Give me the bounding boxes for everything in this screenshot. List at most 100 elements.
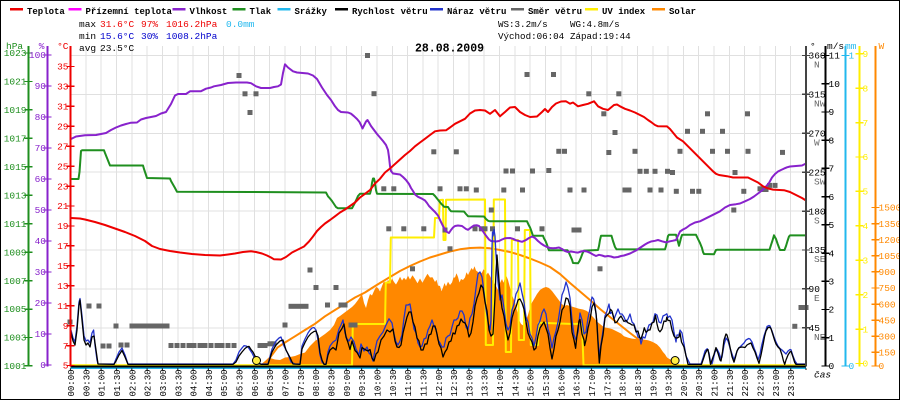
svg-text:9: 9 <box>829 107 835 118</box>
svg-text:00:00: 00:00 <box>67 369 77 396</box>
svg-text:11: 11 <box>829 51 841 62</box>
svg-text:11:00: 11:00 <box>404 369 414 396</box>
svg-text:1200: 1200 <box>879 235 900 246</box>
svg-text:07:00: 07:00 <box>282 369 292 396</box>
svg-text:20: 20 <box>35 298 47 309</box>
svg-text:SW: SW <box>814 176 826 187</box>
svg-text:22:00: 22:00 <box>741 369 751 396</box>
svg-text:19:30: 19:30 <box>665 369 675 396</box>
svg-text:UV index: UV index <box>602 7 646 17</box>
svg-text:1017: 1017 <box>4 134 27 145</box>
svg-text:03:30: 03:30 <box>174 369 184 396</box>
svg-text:30: 30 <box>35 267 47 278</box>
svg-text:19:00: 19:00 <box>649 369 659 396</box>
svg-text:9: 9 <box>63 321 69 332</box>
svg-text:27: 27 <box>57 141 68 152</box>
svg-text:1009: 1009 <box>4 247 27 258</box>
svg-text:4: 4 <box>863 221 869 232</box>
svg-text:100: 100 <box>29 50 46 61</box>
svg-text:33: 33 <box>57 82 69 93</box>
svg-text:02:30: 02:30 <box>144 369 154 396</box>
svg-text:8: 8 <box>863 83 869 94</box>
svg-text:25: 25 <box>57 161 69 172</box>
svg-text:0: 0 <box>863 359 869 370</box>
svg-text:1005: 1005 <box>4 304 27 315</box>
svg-text:360: 360 <box>809 51 826 62</box>
svg-text:03:00: 03:00 <box>159 369 169 396</box>
svg-text:1007: 1007 <box>4 276 27 287</box>
svg-text:5: 5 <box>63 361 69 372</box>
svg-text:08:30: 08:30 <box>328 369 338 396</box>
svg-text:13:30: 13:30 <box>481 369 491 396</box>
svg-text:Západ:19:44: Západ:19:44 <box>570 31 631 42</box>
svg-text:SE: SE <box>814 254 826 265</box>
svg-text:15:30: 15:30 <box>542 369 552 396</box>
svg-text:1013: 1013 <box>4 190 27 201</box>
svg-text:315: 315 <box>809 90 826 101</box>
svg-text:14:30: 14:30 <box>511 369 521 396</box>
svg-text:09:00: 09:00 <box>343 369 353 396</box>
svg-text:12:00: 12:00 <box>435 369 445 396</box>
svg-text:W: W <box>814 138 820 149</box>
svg-text:1003: 1003 <box>4 333 27 344</box>
svg-text:35: 35 <box>57 62 69 73</box>
svg-text:05:30: 05:30 <box>236 369 246 396</box>
svg-text:Směr větru: Směr větru <box>528 7 582 17</box>
svg-text:1021: 1021 <box>4 77 27 88</box>
svg-text:15.6°C: 15.6°C <box>100 31 135 42</box>
svg-text:17:30: 17:30 <box>603 369 613 396</box>
svg-text:1050: 1050 <box>879 251 900 262</box>
svg-text:135: 135 <box>809 245 826 256</box>
svg-text:19: 19 <box>57 221 69 232</box>
svg-text:300: 300 <box>879 332 896 343</box>
svg-text:23: 23 <box>57 181 69 192</box>
svg-text:15:00: 15:00 <box>527 369 537 396</box>
svg-text:1019: 1019 <box>4 105 27 116</box>
svg-text:0.0mm: 0.0mm <box>226 19 255 30</box>
svg-text:E: E <box>814 293 820 304</box>
svg-text:21:30: 21:30 <box>726 369 736 396</box>
svg-text:02:00: 02:00 <box>128 369 138 396</box>
svg-text:97%: 97% <box>141 19 158 30</box>
svg-text:1350: 1350 <box>879 219 900 230</box>
svg-text:1015: 1015 <box>4 162 27 173</box>
svg-text:90: 90 <box>809 284 821 295</box>
svg-text:31: 31 <box>57 102 69 113</box>
svg-text:1500: 1500 <box>879 203 900 214</box>
svg-text:16:00: 16:00 <box>557 369 567 396</box>
svg-text:45: 45 <box>809 323 821 334</box>
svg-text:hPa: hPa <box>6 41 23 52</box>
svg-text:11: 11 <box>57 301 69 312</box>
svg-text:21:00: 21:00 <box>711 369 721 396</box>
svg-text:1: 1 <box>829 333 835 344</box>
svg-text:17: 17 <box>57 241 68 252</box>
svg-text:28.08.2009: 28.08.2009 <box>415 43 484 56</box>
svg-text:WG:4.8m/s: WG:4.8m/s <box>570 19 620 30</box>
svg-text:23:00: 23:00 <box>772 369 782 396</box>
svg-text:05:00: 05:00 <box>220 369 230 396</box>
svg-text:Náraz větru: Náraz větru <box>447 7 506 17</box>
svg-text:1008.2hPa: 1008.2hPa <box>166 31 218 42</box>
svg-text:10:00: 10:00 <box>374 369 384 396</box>
svg-text:0: 0 <box>40 360 46 371</box>
svg-text:40: 40 <box>35 236 47 247</box>
svg-text:5: 5 <box>829 220 835 231</box>
svg-text:6: 6 <box>863 152 869 163</box>
svg-text:270: 270 <box>809 129 826 140</box>
svg-text:NE: NE <box>814 332 826 343</box>
svg-text:Východ:06:04: Východ:06:04 <box>498 31 565 42</box>
svg-text:31.6°C: 31.6°C <box>100 19 135 30</box>
svg-text:20:00: 20:00 <box>680 369 690 396</box>
svg-text:4: 4 <box>829 248 835 259</box>
svg-text:09:30: 09:30 <box>358 369 368 396</box>
svg-text:1001: 1001 <box>4 361 27 372</box>
svg-text:12:30: 12:30 <box>450 369 460 396</box>
svg-text:06:00: 06:00 <box>251 369 261 396</box>
svg-text:900: 900 <box>879 267 896 278</box>
svg-text:80: 80 <box>35 112 47 123</box>
svg-text:1: 1 <box>849 51 855 62</box>
svg-text:29: 29 <box>57 122 69 133</box>
svg-text:7: 7 <box>829 164 835 175</box>
svg-text:18:30: 18:30 <box>634 369 644 396</box>
svg-text:čas: čas <box>814 370 831 381</box>
